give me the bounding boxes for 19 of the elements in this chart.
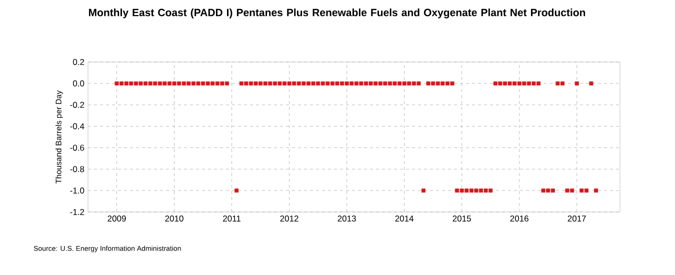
y-tick-label: 0.2 xyxy=(72,58,84,65)
y-tick-label: -1.0 xyxy=(70,188,84,194)
x-tick-label: 2017 xyxy=(568,216,586,222)
y-tick-label: -0.4 xyxy=(70,123,84,130)
y-tick-label: 0.0 xyxy=(72,80,84,86)
y-tick-label: -1.2 xyxy=(70,209,84,215)
y-tick-label: -0.2 xyxy=(70,102,84,108)
x-tick-label: 2015 xyxy=(452,216,471,222)
chart-title: Monthly East Coast (PADD I) Pentanes Plus Renewable Fuels and Oxygenate Plant Net Production xyxy=(88,8,586,18)
x-tick-label: 2014 xyxy=(395,216,414,222)
x-tick-label: 2009 xyxy=(108,216,126,222)
y-tick-label: -0.6 xyxy=(70,144,84,151)
x-tick-label: 2011 xyxy=(223,216,241,222)
y-tick-label: -0.8 xyxy=(70,166,84,172)
x-tick-label: 2016 xyxy=(510,216,528,222)
x-tick-label: 2013 xyxy=(338,216,356,222)
x-tick-label: 2010 xyxy=(165,216,184,222)
y-axis-title: Thousand Barrels per Day xyxy=(56,90,63,184)
x-tick-label: 2012 xyxy=(280,216,298,222)
